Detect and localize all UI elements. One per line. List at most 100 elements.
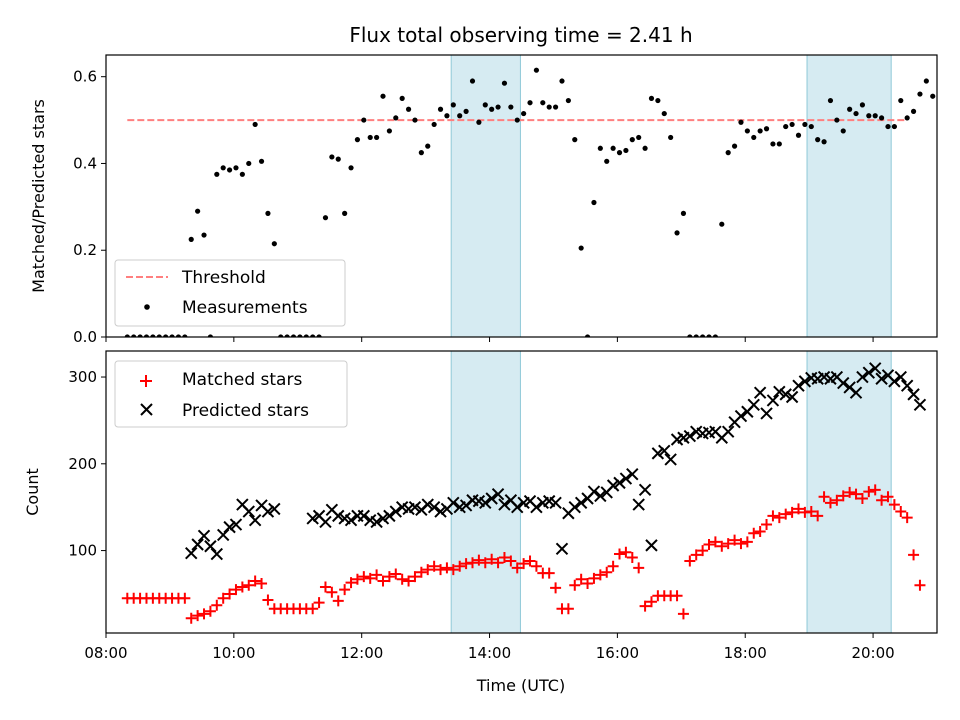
- predicted-point: [574, 496, 588, 510]
- measurement-point: [226, 167, 233, 173]
- measurement-point: [655, 97, 661, 104]
- measurement-point: [604, 158, 610, 164]
- shaded-window-1: [806, 54, 892, 338]
- series-1: [185, 362, 927, 561]
- measurement-point: [719, 221, 725, 227]
- matched-point: [837, 490, 849, 502]
- matched-point: [716, 540, 728, 552]
- measurement-point: [374, 134, 380, 141]
- y-tick-label: 300: [68, 368, 97, 386]
- matched-point: [818, 491, 830, 503]
- matched-point: [498, 552, 510, 564]
- matched-point: [856, 493, 868, 505]
- predicted-point: [357, 509, 371, 523]
- series-0: [124, 67, 937, 337]
- measurement-point: [700, 334, 706, 337]
- measurement-point: [418, 150, 424, 156]
- matched-point: [492, 557, 504, 569]
- measurement-point: [802, 121, 808, 128]
- matched-point: [371, 569, 383, 581]
- matched-point: [466, 557, 478, 569]
- measurement-point: [840, 128, 846, 134]
- predicted-point: [594, 489, 607, 503]
- predicted-point: [549, 496, 562, 510]
- x-tick-label: 16:00: [596, 644, 639, 662]
- matched-point: [390, 568, 402, 580]
- measurement-point: [437, 106, 444, 112]
- measurement-point: [859, 102, 866, 108]
- measurement-point: [412, 117, 418, 123]
- predicted-point: [185, 546, 198, 560]
- measurement-point: [546, 104, 552, 110]
- matched-point: [511, 562, 523, 574]
- measurement-point: [872, 113, 878, 119]
- matched-point: [639, 600, 651, 612]
- measurement-point: [514, 117, 520, 123]
- measurement-point: [527, 100, 533, 106]
- measurement-point: [316, 334, 322, 337]
- predicted-point: [651, 447, 665, 460]
- series-0: [121, 484, 926, 624]
- matched-point: [773, 512, 785, 524]
- measurement-point: [706, 334, 712, 337]
- predicted-point: [856, 370, 869, 384]
- measurement-point: [757, 128, 763, 134]
- measurement-point: [687, 334, 693, 337]
- measurement-point: [744, 128, 750, 134]
- measurement-point: [751, 134, 757, 141]
- matched-point: [307, 603, 319, 615]
- y-axis-label-count: Count: [23, 468, 42, 516]
- y-tick-label: 0.0: [73, 328, 97, 346]
- matched-point: [869, 484, 881, 496]
- matched-point: [741, 536, 753, 548]
- chart-title: Flux total observing time = 2.41 h: [349, 23, 692, 47]
- matched-point: [185, 612, 197, 624]
- measurement-point: [879, 115, 885, 121]
- measurement-point: [834, 117, 840, 123]
- measurement-point: [904, 115, 910, 121]
- measurement-point: [680, 210, 687, 216]
- measurement-point: [789, 121, 795, 128]
- predicted-point: [447, 496, 460, 510]
- measurement-point: [565, 97, 571, 104]
- predicted-point: [223, 520, 236, 534]
- measurement-point: [444, 113, 450, 119]
- legend-measurements-label: Measurements: [182, 298, 308, 318]
- measurement-point: [482, 102, 488, 108]
- matched-point: [607, 560, 619, 572]
- predicted-point: [664, 453, 677, 466]
- measurement-point: [354, 137, 361, 143]
- measurement-point: [559, 78, 565, 84]
- measurement-point: [239, 171, 245, 177]
- matched-point: [914, 579, 926, 591]
- predicted-point: [785, 390, 799, 404]
- matched-point: [588, 572, 600, 584]
- y-tick-label: 100: [68, 542, 97, 560]
- measurement-point: [265, 210, 271, 216]
- matched-point: [645, 596, 657, 608]
- measurement-point: [335, 156, 341, 162]
- measurement-point: [674, 230, 680, 236]
- measurement-point: [124, 334, 130, 337]
- measurement-point: [533, 67, 540, 73]
- matched-point: [409, 571, 421, 583]
- measurement-point: [284, 334, 290, 337]
- matched-point: [486, 553, 498, 565]
- matched-point: [709, 536, 721, 548]
- predicted-point: [779, 388, 792, 401]
- matched-point: [326, 586, 338, 598]
- predicted-point: [849, 386, 863, 399]
- matched-point: [748, 527, 760, 539]
- predicted-point: [248, 513, 262, 527]
- matched-point: [224, 588, 236, 600]
- predicted-point: [766, 394, 780, 407]
- legend-bottom: Matched stars Predicted stars: [114, 360, 348, 428]
- matched-point: [358, 571, 370, 583]
- matched-point: [198, 608, 210, 620]
- matched-point: [345, 577, 357, 589]
- measurement-point: [923, 78, 929, 84]
- measurement-point: [271, 241, 277, 247]
- measurement-point: [642, 145, 648, 151]
- plot-area: [121, 362, 927, 624]
- measurement-point: [501, 80, 508, 86]
